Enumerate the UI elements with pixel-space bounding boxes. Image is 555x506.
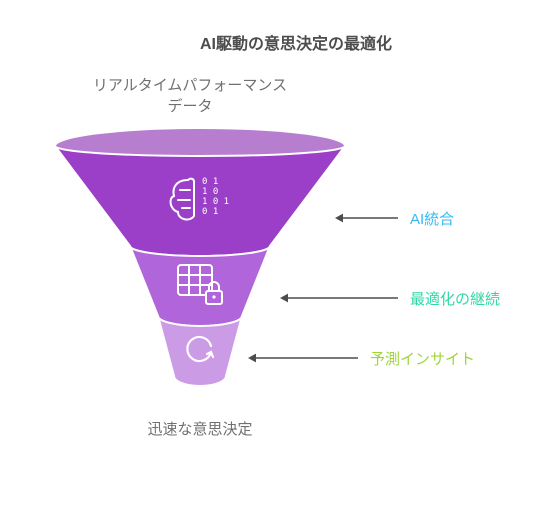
circular-arrow-icon	[183, 332, 217, 371]
bottom-output-label: 迅速な意思決定	[100, 418, 300, 439]
top-input-label: リアルタイムパフォーマンス データ	[60, 74, 320, 116]
arrow-optimize	[270, 288, 408, 308]
label-optimize: 最適化の継続	[410, 288, 500, 309]
brain-binary-icon: 0 1 1 0 1 0 1 0 1	[166, 172, 234, 231]
label-ai: AI統合	[410, 208, 454, 229]
top-input-label-line1: リアルタイムパフォーマンス	[93, 77, 287, 94]
svg-text:1 0: 1 0	[202, 187, 218, 197]
svg-text:0 1: 0 1	[202, 177, 218, 187]
svg-text:0 1: 0 1	[202, 207, 218, 217]
diagram-title: AI駆動の意思決定の最適化	[200, 30, 392, 54]
table-lock-icon	[176, 263, 226, 312]
label-predict: 予測インサイト	[370, 348, 475, 369]
svg-text:1 0 1: 1 0 1	[202, 197, 229, 207]
arrow-predict	[238, 348, 368, 368]
top-input-label-line2: データ	[167, 98, 212, 115]
arrow-ai	[325, 208, 408, 228]
diagram-stage: AI駆動の意思決定の最適化 リアルタイムパフォーマンス データ 0 1 1 0 …	[0, 0, 555, 506]
